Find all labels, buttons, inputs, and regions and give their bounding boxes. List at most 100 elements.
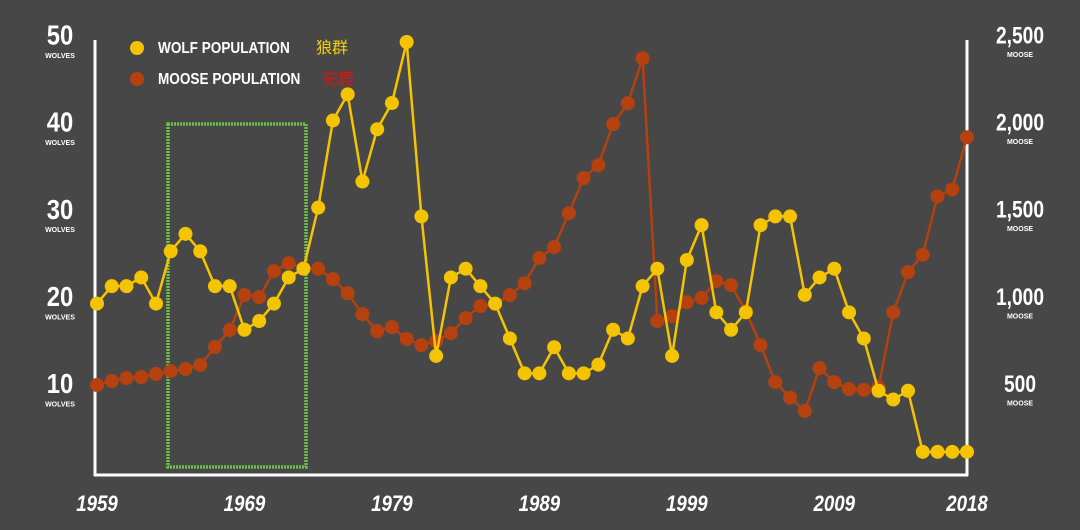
- data-point: [458, 261, 473, 276]
- data-point: [753, 218, 768, 233]
- data-point: [340, 87, 355, 102]
- data-point: [620, 96, 635, 111]
- data-point: [576, 366, 591, 381]
- data-point: [960, 444, 974, 459]
- data-point: [134, 370, 149, 385]
- data-point: [842, 305, 857, 320]
- data-point: [768, 375, 783, 390]
- data-point: [650, 314, 665, 329]
- data-point: [532, 366, 547, 381]
- y2-unit-label: MOOSE: [1007, 401, 1033, 408]
- x-tick-label: 1959: [76, 492, 118, 516]
- data-point: [207, 340, 222, 355]
- data-point: [812, 361, 827, 376]
- data-point: [797, 287, 812, 302]
- data-point: [694, 218, 709, 233]
- data-point: [281, 270, 296, 285]
- legend-annotation: 狼群: [316, 39, 348, 57]
- data-point: [134, 270, 149, 285]
- data-point: [665, 309, 680, 324]
- data-point: [561, 366, 576, 381]
- axes: [93, 40, 969, 477]
- data-point: [679, 295, 694, 310]
- legend-marker: [130, 41, 144, 55]
- data-point: [620, 331, 635, 346]
- data-point: [311, 261, 326, 276]
- legend-annotation: 驼鹿: [322, 70, 354, 88]
- data-point: [355, 174, 370, 189]
- data-point: [591, 158, 606, 173]
- data-point: [665, 348, 680, 363]
- y-unit-label: WOLVES: [45, 53, 75, 60]
- data-point: [222, 323, 237, 338]
- data-point: [517, 366, 532, 381]
- data-point: [340, 286, 355, 301]
- data-point: [842, 382, 857, 397]
- data-point: [222, 279, 237, 294]
- data-point: [252, 290, 267, 305]
- data-point: [237, 322, 252, 337]
- data-point: [856, 382, 871, 397]
- data-point: [281, 256, 296, 271]
- data-point: [370, 324, 385, 339]
- data-point: [871, 383, 886, 398]
- data-point: [414, 209, 429, 224]
- data-point: [193, 357, 208, 372]
- data-point: [370, 122, 385, 137]
- data-point: [458, 311, 473, 326]
- data-point: [694, 291, 709, 306]
- legend-marker: [130, 72, 144, 86]
- data-point: [311, 200, 326, 215]
- x-tick-label: 1969: [224, 492, 266, 516]
- x-tick-label: 2009: [813, 492, 856, 516]
- data-point: [561, 206, 576, 221]
- data-point: [104, 374, 119, 389]
- data-point: [591, 357, 606, 372]
- data-point: [915, 247, 930, 262]
- data-point: [650, 261, 665, 276]
- data-point: [724, 322, 739, 337]
- data-point: [827, 375, 842, 390]
- data-point: [384, 96, 399, 111]
- data-point: [266, 264, 281, 279]
- data-point: [104, 279, 119, 294]
- data-point: [399, 35, 414, 49]
- y2-unit-label: MOOSE: [1007, 313, 1033, 320]
- data-point: [163, 244, 178, 259]
- data-point: [163, 364, 178, 379]
- data-point: [193, 244, 208, 259]
- y-unit-label: WOLVES: [45, 314, 75, 321]
- data-point: [901, 383, 916, 398]
- x-tick-label: 1979: [371, 492, 413, 516]
- data-point: [90, 378, 104, 393]
- data-point: [384, 320, 399, 335]
- data-point: [827, 261, 842, 276]
- y2-tick-label: 500: [1004, 370, 1036, 398]
- data-point: [502, 331, 517, 346]
- data-point: [178, 226, 193, 241]
- data-point: [443, 326, 458, 341]
- data-point: [635, 51, 650, 66]
- y2-tick-label: 2,500: [996, 21, 1044, 49]
- data-point: [399, 332, 414, 347]
- y2-unit-label: MOOSE: [1007, 52, 1033, 59]
- data-point: [325, 272, 340, 287]
- y-unit-label: WOLVES: [45, 402, 75, 409]
- data-point: [119, 279, 134, 294]
- data-point: [355, 307, 370, 322]
- y2-unit-label: MOOSE: [1007, 226, 1033, 233]
- data-point: [606, 117, 621, 132]
- data-point: [429, 348, 444, 363]
- data-point: [930, 189, 945, 204]
- data-point: [547, 240, 562, 255]
- x-tick-label: 2018: [945, 492, 988, 516]
- data-point: [886, 392, 901, 407]
- data-point: [856, 331, 871, 346]
- data-point: [606, 322, 621, 337]
- data-point: [679, 253, 694, 267]
- data-point: [915, 444, 930, 459]
- y-tick-label: 40: [47, 106, 73, 138]
- highlight-box: [166, 122, 308, 469]
- data-point: [296, 261, 311, 276]
